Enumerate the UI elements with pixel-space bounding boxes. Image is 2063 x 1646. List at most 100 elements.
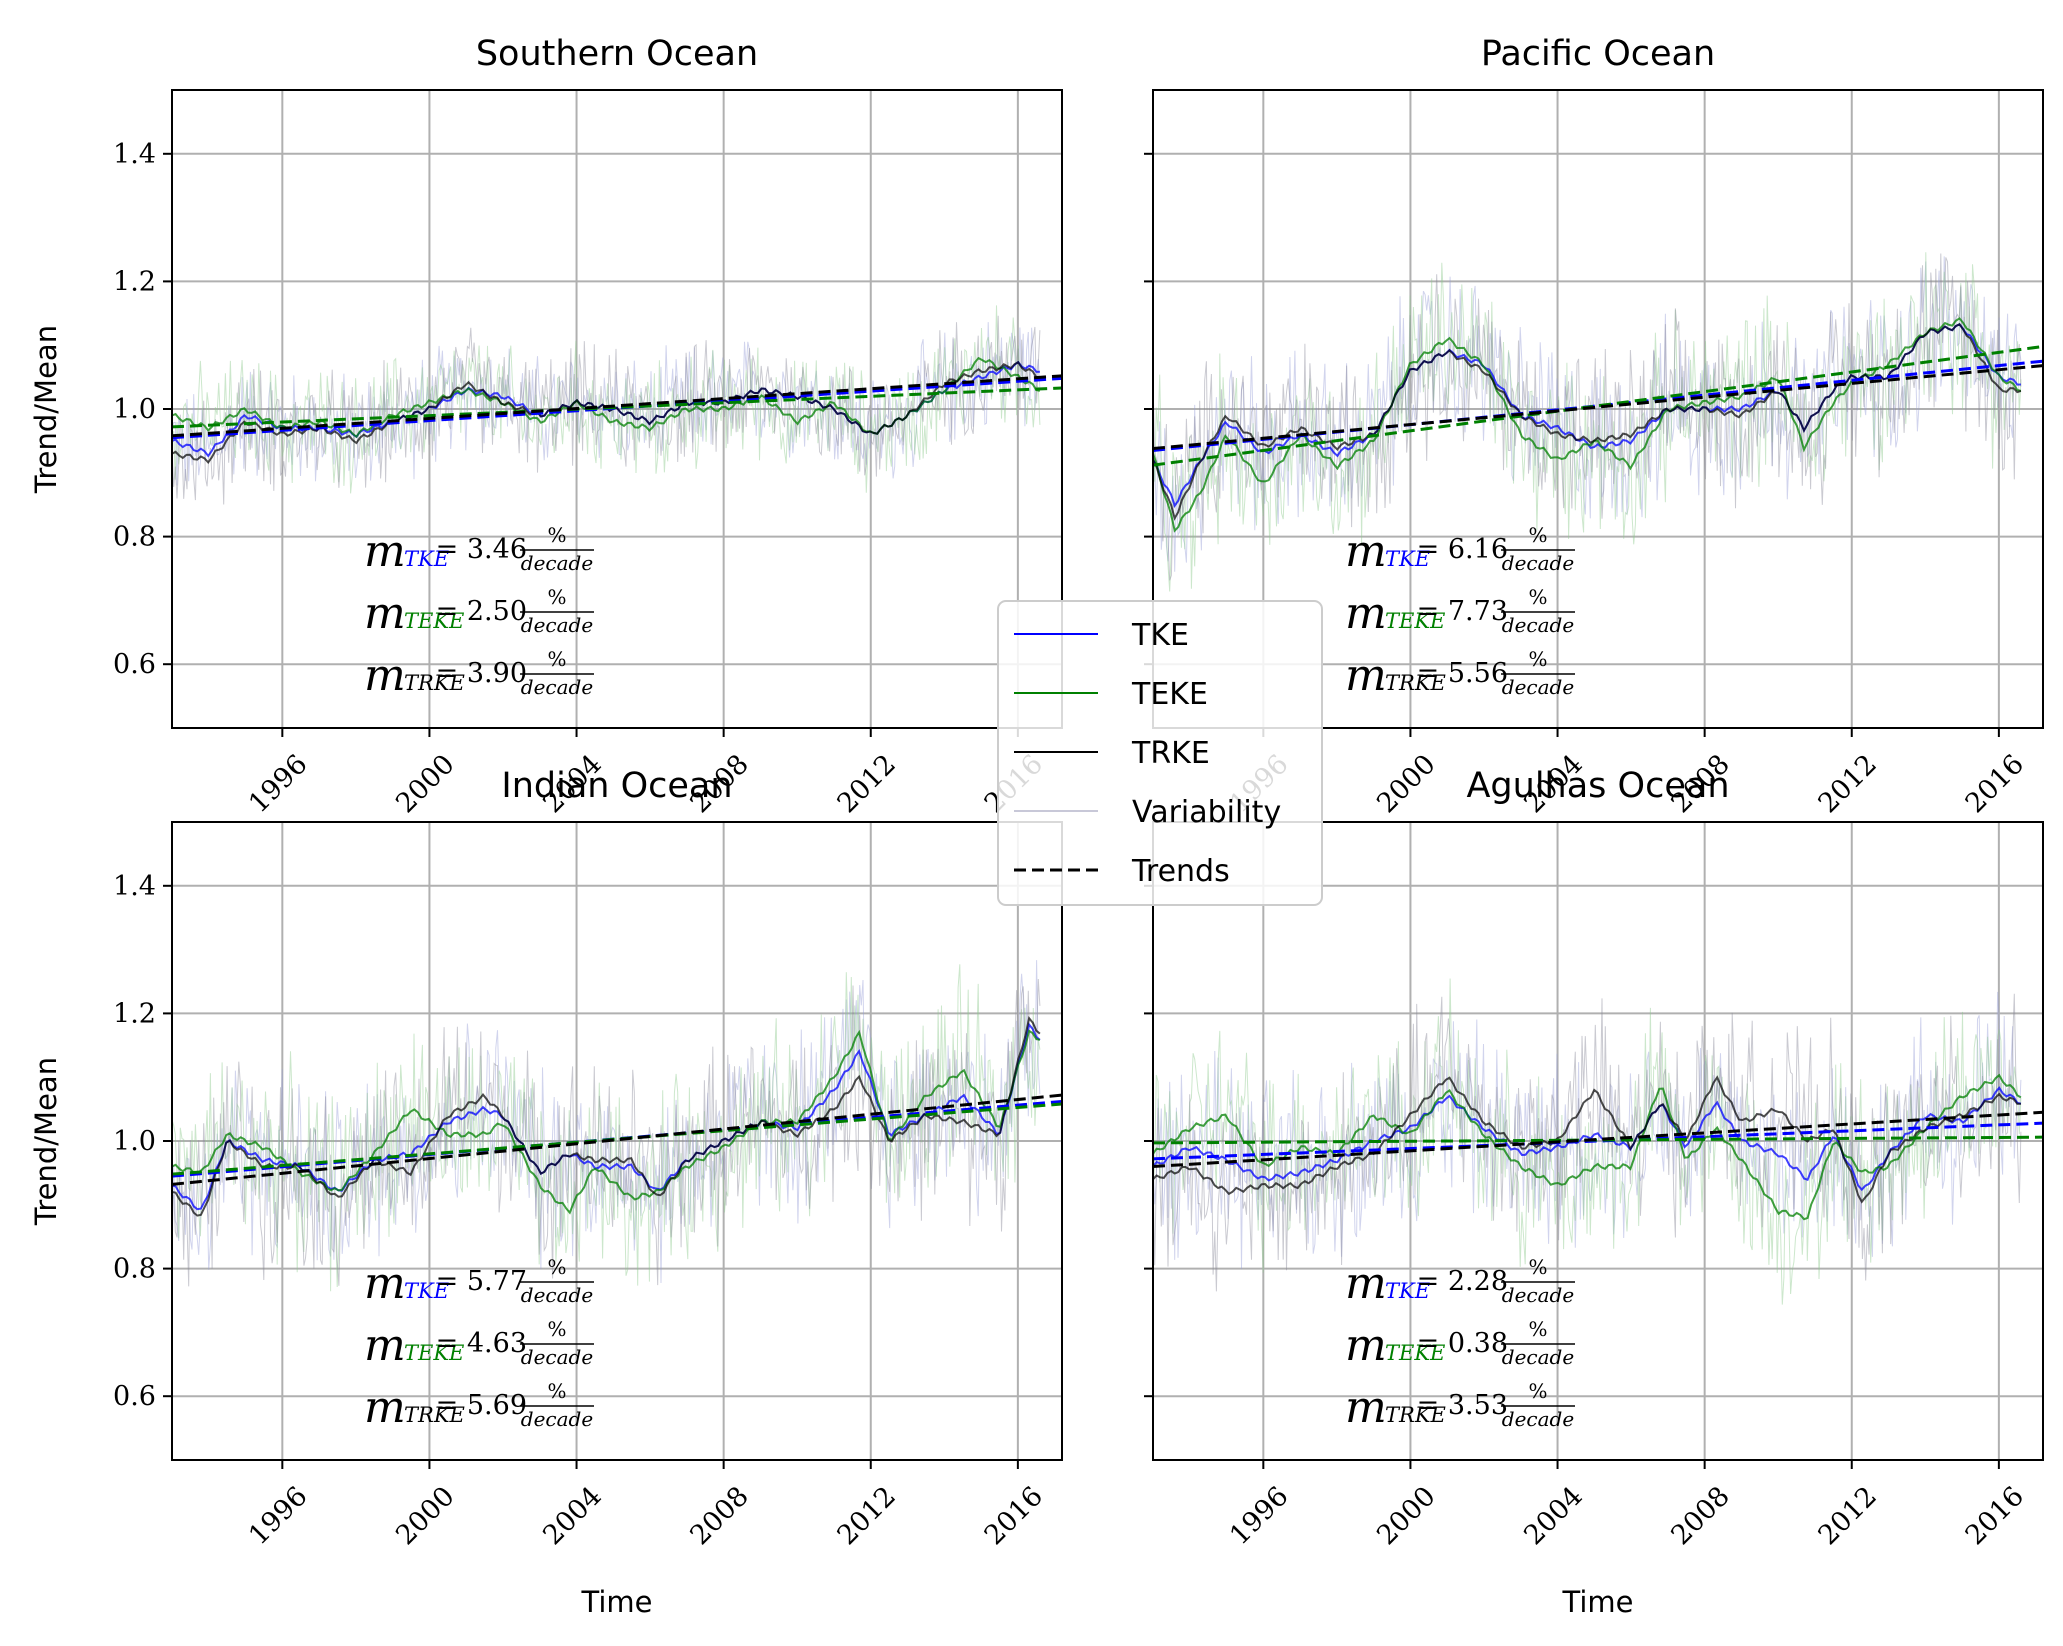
x-tick-label: 2004 — [1518, 1481, 1589, 1552]
variability-line-tke — [1153, 991, 2022, 1270]
trend-line-trke — [1153, 364, 2043, 451]
x-tick-label: 2016 — [1960, 749, 2031, 820]
panel-southern-ocean: 0.60.81.01.21.4199620002004200820122016S… — [29, 34, 1063, 820]
slope-unit-denominator: decade — [521, 1345, 593, 1369]
panel-title: Indian Ocean — [501, 766, 732, 806]
slope-subscript: TEKE — [404, 1341, 464, 1365]
x-tick-label: 1996 — [243, 749, 314, 820]
slope-value: = 3.53 — [1417, 1390, 1508, 1421]
legend-label-teke: TEKE — [1131, 677, 1208, 712]
slope-value: = 2.28 — [1417, 1266, 1508, 1297]
slope-m: m — [1345, 526, 1387, 577]
legend-label-variability: Variability — [1132, 795, 1281, 830]
slope-unit-denominator: decade — [1502, 551, 1574, 575]
panel-agulhas-ocean: 1996 2000 2004 2008 2012 2016 Agulhas Ocean Tim… — [1144, 766, 2044, 1619]
x-tick-label: 2004 — [537, 1481, 608, 1552]
slope-m: m — [364, 588, 406, 639]
x-tick-label: 1996 — [243, 1481, 314, 1552]
variability-line-trke — [1153, 253, 2022, 581]
trend-line-teke — [172, 386, 1062, 429]
slope-value: = 6.16 — [1417, 534, 1508, 565]
slope-unit-denominator: decade — [521, 675, 593, 699]
y-tick-label: 0.8 — [113, 522, 156, 553]
y-tick-label: 1.0 — [113, 1126, 156, 1157]
variability-line-tke — [172, 960, 1041, 1284]
slope-subscript: TKE — [1385, 547, 1430, 571]
variability-line-teke — [1153, 252, 2022, 592]
trend-line-trke — [172, 1093, 1062, 1186]
slope-subscript: TRKE — [1385, 671, 1446, 695]
slope-unit-numerator: % — [547, 585, 566, 609]
slope-m: m — [1345, 1258, 1387, 1309]
trend-line-trke — [172, 374, 1062, 438]
slope-unit-numerator: % — [1528, 585, 1547, 609]
legend-label-trke: TRKE — [1131, 736, 1210, 771]
slope-subscript: TEKE — [1385, 609, 1445, 633]
slope-unit-numerator: % — [1528, 1255, 1547, 1279]
slope-m: m — [1345, 650, 1387, 701]
x-tick-label: 1996 — [1224, 1481, 1295, 1552]
slope-m: m — [364, 526, 406, 577]
slope-m: m — [364, 1382, 406, 1433]
x-tick-label: 2000 — [390, 1481, 461, 1552]
slope-unit-numerator: % — [547, 1317, 566, 1341]
slope-subscript: TKE — [404, 547, 449, 571]
series-line-trke — [1153, 1075, 2021, 1204]
slope-unit-denominator: decade — [1502, 1345, 1574, 1369]
plot-area — [1153, 252, 2043, 592]
x-tick-label: 2012 — [831, 749, 902, 820]
slope-unit-numerator: % — [1528, 1317, 1547, 1341]
slope-m: m — [1345, 1382, 1387, 1433]
trend-line-trke — [1153, 1110, 2043, 1169]
x-tick-label: 2012 — [1812, 749, 1883, 820]
variability-line-tke — [1153, 256, 2022, 572]
slope-unit-denominator: decade — [521, 1407, 593, 1431]
slope-unit-numerator: % — [547, 1255, 566, 1279]
slope-value: = 3.46 — [436, 534, 527, 565]
x-tick-label: 2008 — [684, 1481, 755, 1552]
x-tick-label: 2000 — [390, 749, 461, 820]
panel-title: Southern Ocean — [476, 34, 758, 74]
x-axis-label: Time — [581, 1585, 653, 1619]
trend-line-teke — [1153, 344, 2043, 467]
series-line-tke — [172, 1022, 1041, 1211]
panel-title: Pacific Ocean — [1481, 34, 1715, 74]
legend: TKE TEKE TRKE Variability Trends — [997, 600, 1323, 906]
slope-m: m — [364, 650, 406, 701]
y-tick-label: 1.2 — [113, 998, 156, 1029]
variability-line-teke — [172, 964, 1041, 1292]
y-axis-label: Trend/Mean — [29, 325, 63, 494]
plot-area — [172, 305, 1062, 505]
variability-line-trke — [172, 315, 1041, 505]
slope-value: = 3.90 — [436, 658, 527, 689]
slope-unit-numerator: % — [1528, 523, 1547, 547]
x-tick-label: 2016 — [979, 1481, 1050, 1552]
legend-box — [997, 600, 1323, 906]
slope-value: = 5.69 — [436, 1390, 527, 1421]
slope-unit-denominator: decade — [521, 551, 593, 575]
slope-m: m — [364, 1320, 406, 1371]
x-tick-label: 2016 — [1960, 1481, 2031, 1552]
slope-unit-denominator: decade — [1502, 613, 1574, 637]
y-axis-label: Trend/Mean — [29, 1057, 63, 1226]
slope-m: m — [1345, 588, 1387, 639]
slope-unit-denominator: decade — [1502, 675, 1574, 699]
x-tick-label: 2012 — [831, 1481, 902, 1552]
series-line-teke — [1153, 1073, 2022, 1221]
slope-m: m — [364, 1258, 406, 1309]
variability-line-tke — [172, 322, 1041, 486]
slope-unit-numerator: % — [1528, 647, 1547, 671]
slope-subscript: TKE — [404, 1279, 449, 1303]
x-tick-label: 2000 — [1371, 1481, 1442, 1552]
plot-area — [1153, 978, 2043, 1305]
y-tick-label: 0.6 — [113, 649, 156, 680]
variability-line-teke — [1153, 978, 2022, 1305]
slope-unit-denominator: decade — [1502, 1407, 1574, 1431]
slope-subscript: TRKE — [1385, 1403, 1446, 1427]
slope-unit-denominator: decade — [521, 613, 593, 637]
x-axis-label: Time — [1562, 1585, 1634, 1619]
slope-unit-numerator: % — [547, 523, 566, 547]
slope-unit-numerator: % — [547, 1379, 566, 1403]
series-line-tke — [1153, 1086, 2022, 1192]
